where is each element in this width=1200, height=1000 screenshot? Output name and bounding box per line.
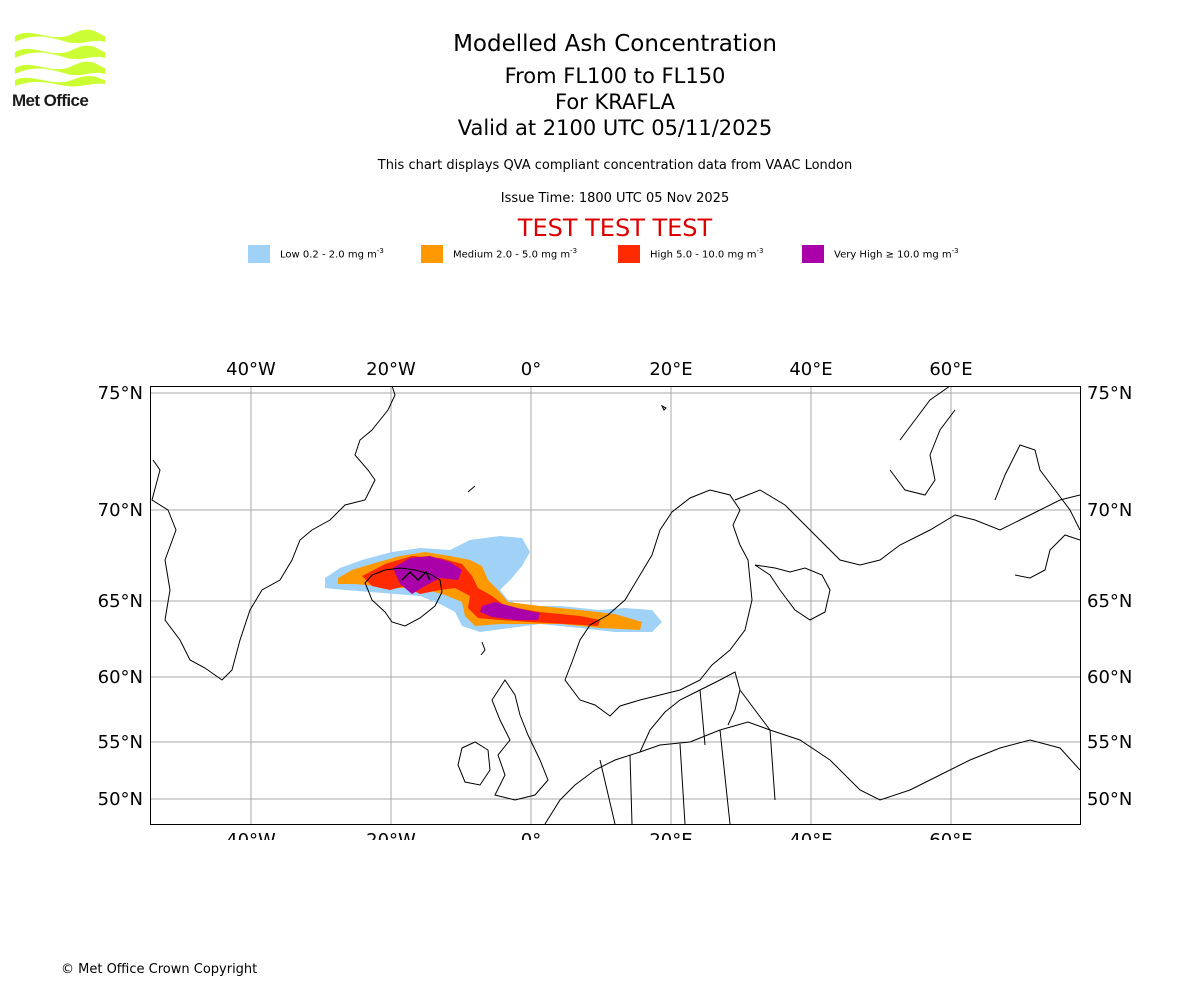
lon-label: 0° — [521, 359, 541, 380]
legend-item-medium: Medium 2.0 - 5.0 mg m-3 — [421, 244, 577, 264]
lat-labels-right: 75°N 70°N 65°N 60°N 55°N 50°N — [1087, 383, 1132, 810]
legend-item-very-high: Very High ≥ 10.0 mg m-3 — [802, 244, 959, 264]
copyright-notice: © Met Office Crown Copyright — [61, 962, 258, 977]
lon-label: 0° — [521, 830, 541, 840]
lat-label: 60°N — [98, 667, 143, 688]
lat-label: 60°N — [1087, 667, 1132, 688]
met-office-logo: Met Office — [12, 28, 112, 114]
iceland-coast — [364, 567, 443, 627]
country-borders — [599, 689, 776, 824]
lon-label: 20°E — [649, 359, 692, 380]
lon-label: 60°E — [929, 830, 972, 840]
lat-label: 70°N — [1087, 500, 1132, 521]
greenland-coast — [151, 386, 396, 681]
volcano-marker-icon — [401, 570, 431, 582]
lon-labels-bottom: 40°W 20°W 0° 20°E 40°E 60°E — [226, 830, 972, 840]
lat-label: 65°N — [1087, 591, 1132, 612]
flight-level-range: From FL100 to FL150 — [504, 64, 726, 88]
legend-unit-exponent: -3 — [756, 247, 764, 256]
lon-labels-top: 40°W 20°W 0° 20°E 40°E 60°E — [226, 359, 972, 380]
arctic-island-coast — [994, 444, 1080, 579]
lat-labels-left: 75°N 70°N 65°N 60°N 55°N 50°N — [98, 383, 143, 810]
legend-label: Medium 2.0 - 5.0 mg m — [453, 249, 571, 261]
legend-item-high: High 5.0 - 10.0 mg m-3 — [618, 244, 763, 264]
lat-label: 70°N — [98, 500, 143, 521]
valid-time: Valid at 2100 UTC 05/11/2025 — [457, 116, 773, 140]
lon-label: 60°E — [929, 359, 972, 380]
white-sea-coast — [754, 564, 831, 621]
lon-label: 20°W — [366, 359, 416, 380]
ash-map: 40°W 20°W 0° 20°E 40°E 60°E 40°W 20°W 0°… — [98, 359, 1133, 840]
lon-label: 40°E — [789, 830, 832, 840]
legend-item-low: Low 0.2 - 2.0 mg m-3 — [248, 244, 384, 264]
lon-label: 40°E — [789, 359, 832, 380]
lat-label: 55°N — [1087, 732, 1132, 753]
legend-unit-exponent: -3 — [570, 247, 578, 256]
lon-label: 20°E — [649, 830, 692, 840]
faroe-islands — [480, 641, 486, 656]
chart-title: Modelled Ash Concentration — [453, 31, 777, 57]
lat-label: 50°N — [1087, 789, 1132, 810]
lon-label: 40°W — [226, 830, 276, 840]
legend-unit-exponent: -3 — [951, 247, 959, 256]
legend-swatch — [248, 245, 270, 263]
volcano-name: For KRAFLA — [555, 90, 675, 114]
legend-label: Very High ≥ 10.0 mg m — [834, 249, 952, 261]
lat-label: 75°N — [1087, 383, 1132, 404]
lat-label: 50°N — [98, 789, 143, 810]
issue-time: Issue Time: 1800 UTC 05 Nov 2025 — [500, 191, 730, 206]
ash-plume — [325, 536, 662, 632]
continental-europe-coast — [544, 721, 1080, 824]
test-banner: TEST TEST TEST — [517, 214, 713, 242]
baltic-coast — [639, 671, 741, 753]
map-frame — [150, 386, 1081, 825]
scandinavia-coast — [564, 489, 753, 717]
legend-swatch — [618, 245, 640, 263]
legend-swatch — [802, 245, 824, 263]
lon-label: 40°W — [226, 359, 276, 380]
lat-label: 75°N — [98, 383, 143, 404]
compliance-note: This chart displays QVA compliant concen… — [377, 158, 853, 173]
met-office-wave-icon — [15, 29, 105, 87]
ireland-coast — [457, 741, 491, 786]
graticule — [150, 386, 1080, 824]
bear-island — [660, 404, 667, 411]
legend-label: Low 0.2 - 2.0 mg m — [280, 249, 377, 261]
lat-label: 65°N — [98, 591, 143, 612]
ash-very-high-area — [393, 556, 540, 620]
lat-label: 55°N — [98, 732, 143, 753]
jan-mayen — [467, 485, 476, 493]
lon-label: 20°W — [366, 830, 416, 840]
coastlines — [151, 386, 1080, 824]
great-britain-coast — [491, 679, 549, 801]
logo-text: Met Office — [12, 91, 89, 110]
concentration-legend: Low 0.2 - 2.0 mg m-3 Medium 2.0 - 5.0 mg… — [0, 244, 1200, 266]
legend-swatch — [421, 245, 443, 263]
legend-label: High 5.0 - 10.0 mg m — [650, 249, 757, 261]
legend-unit-exponent: -3 — [376, 247, 384, 256]
novaya-zemlya-coast — [889, 386, 956, 496]
russia-arctic-coast — [734, 489, 1080, 566]
